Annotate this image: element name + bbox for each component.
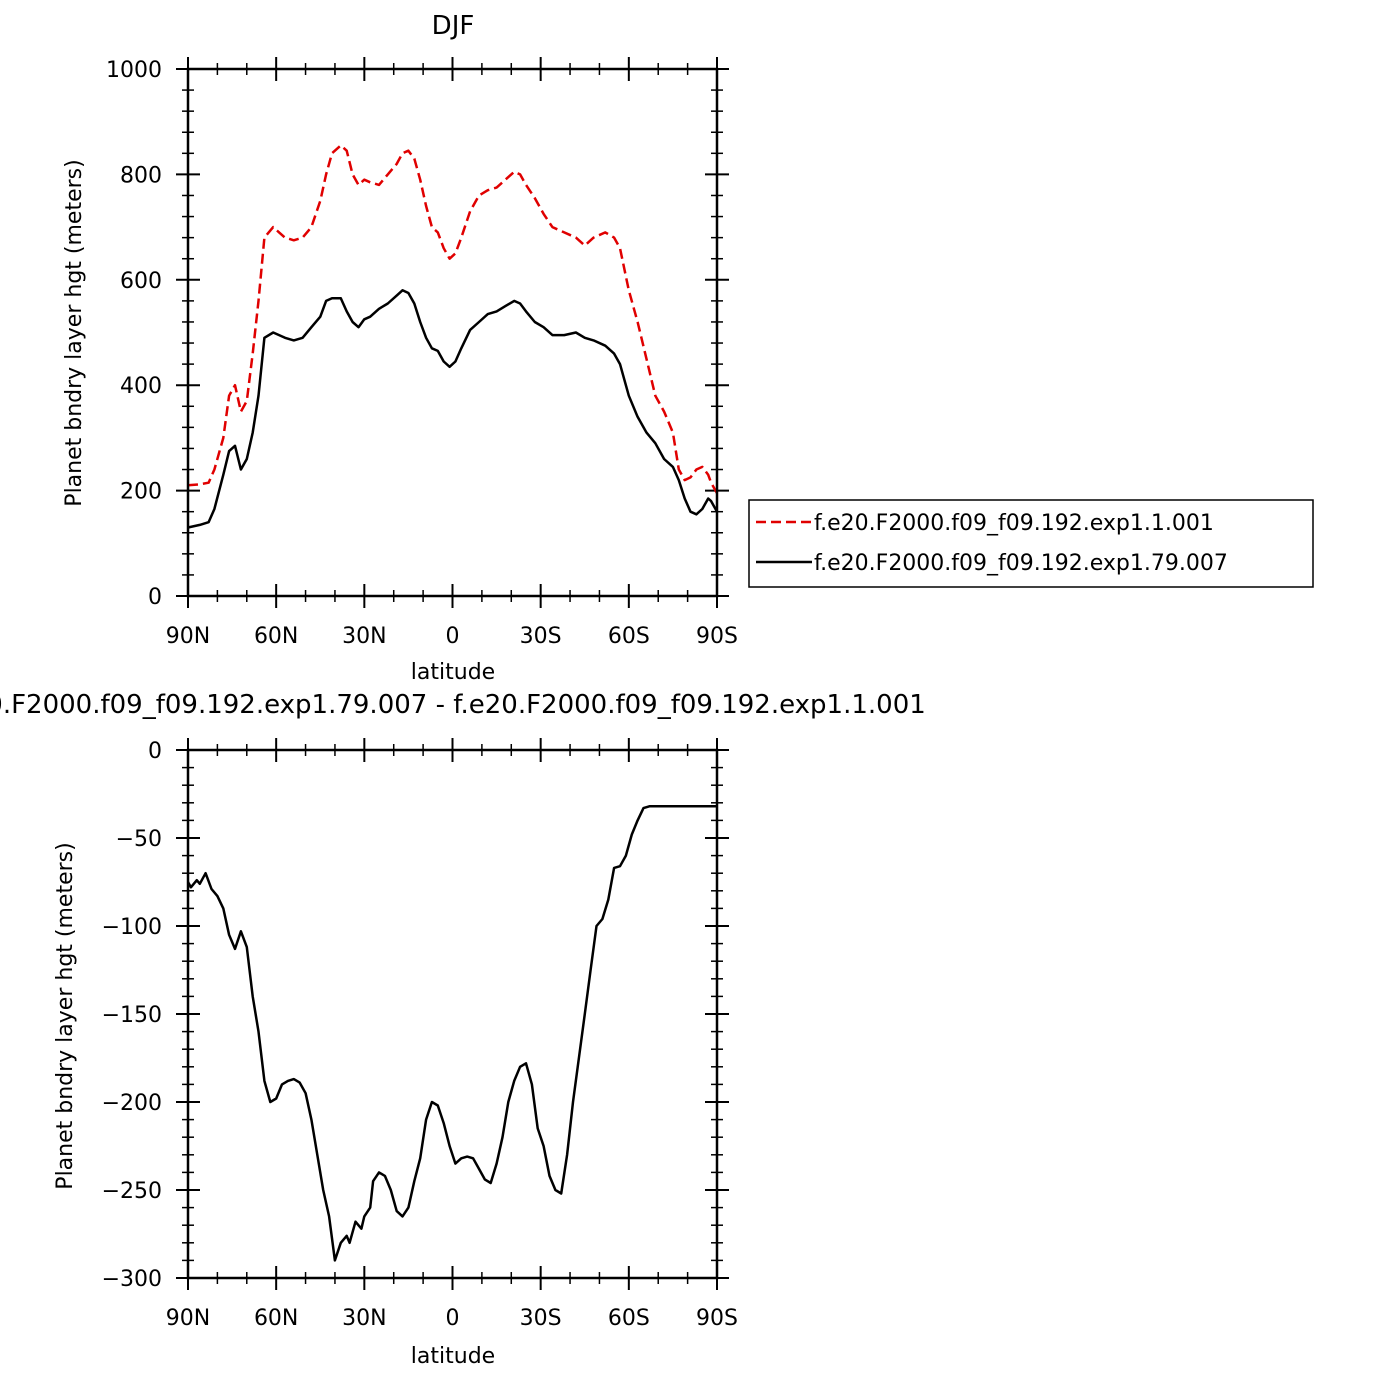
y-tick-label: −150 bbox=[102, 1003, 162, 1028]
y-tick-label: 200 bbox=[120, 480, 162, 505]
x-tick-label: 60S bbox=[608, 624, 650, 649]
x-tick-label: 90S bbox=[696, 624, 738, 649]
y-tick-label: 0 bbox=[148, 585, 162, 610]
legend-label-series-1: f.e20.F2000.f09_f09.192.exp1.1.001 bbox=[814, 511, 1214, 536]
y-tick-label: 800 bbox=[120, 163, 162, 188]
y-tick-label: −300 bbox=[102, 1267, 162, 1292]
y-tick-label: 400 bbox=[120, 374, 162, 399]
x-tick-labels-top: 90N 60N 30N 0 30S 60S 90S bbox=[166, 624, 738, 649]
x-tick-label: 90N bbox=[166, 1306, 210, 1331]
x-tick-label: 30S bbox=[520, 624, 562, 649]
x-tick-label: 30N bbox=[342, 1306, 386, 1331]
series-line-top-2 bbox=[187, 289, 719, 529]
axis-ticks-bottom bbox=[176, 738, 729, 1290]
x-tick-label: 0 bbox=[446, 624, 460, 649]
y-axis-title-top: Planet bndry layer hgt (meters) bbox=[62, 159, 87, 506]
panel-difference: f.e20.F2000.f09_f09.192.exp1.79.007 - f.… bbox=[0, 690, 926, 1369]
x-tick-label: 60N bbox=[254, 1306, 298, 1331]
x-tick-label: 0 bbox=[446, 1306, 460, 1331]
axis-ticks-top bbox=[176, 57, 729, 608]
y-tick-labels-top: 0 200 400 600 800 1000 bbox=[106, 58, 162, 610]
x-tick-label: 60S bbox=[608, 1306, 650, 1331]
plot-frame-bottom bbox=[186, 748, 719, 1280]
x-axis-title-bottom: latitude bbox=[411, 1344, 495, 1369]
x-axis-title-top: latitude bbox=[411, 660, 495, 685]
legend: f.e20.F2000.f09_f09.192.exp1.1.001 f.e20… bbox=[748, 499, 1314, 588]
series-top bbox=[187, 144, 719, 529]
x-tick-label: 90S bbox=[696, 1306, 738, 1331]
series-bottom bbox=[186, 805, 717, 1262]
x-tick-label: 90N bbox=[166, 624, 210, 649]
y-axis-title-bottom: Planet bndry layer hgt (meters) bbox=[53, 842, 78, 1189]
y-tick-label: 600 bbox=[120, 269, 162, 294]
y-tick-label: −50 bbox=[116, 827, 162, 852]
y-tick-labels-bottom: −300 −250 −200 −150 −100 −50 0 bbox=[102, 739, 162, 1292]
chart-title-top: DJF bbox=[432, 11, 475, 41]
y-tick-label: 0 bbox=[148, 739, 162, 764]
y-tick-label: −100 bbox=[102, 915, 162, 940]
x-tick-label: 60N bbox=[254, 624, 298, 649]
plot-frame-top bbox=[186, 67, 719, 598]
y-tick-label: −200 bbox=[102, 1091, 162, 1116]
x-tick-label: 30S bbox=[520, 1306, 562, 1331]
series-line-top-1 bbox=[187, 144, 719, 494]
chart-title-bottom: f.e20.F2000.f09_f09.192.exp1.79.007 - f.… bbox=[0, 690, 926, 720]
series-line-bottom-1 bbox=[186, 805, 717, 1262]
x-tick-labels-bottom: 90N 60N 30N 0 30S 60S 90S bbox=[166, 1306, 738, 1331]
y-tick-label: −250 bbox=[102, 1179, 162, 1204]
x-tick-label: 30N bbox=[342, 624, 386, 649]
legend-label-series-2: f.e20.F2000.f09_f09.192.exp1.79.007 bbox=[814, 551, 1228, 576]
y-tick-label: 1000 bbox=[106, 58, 162, 83]
legend-box bbox=[748, 499, 1314, 588]
